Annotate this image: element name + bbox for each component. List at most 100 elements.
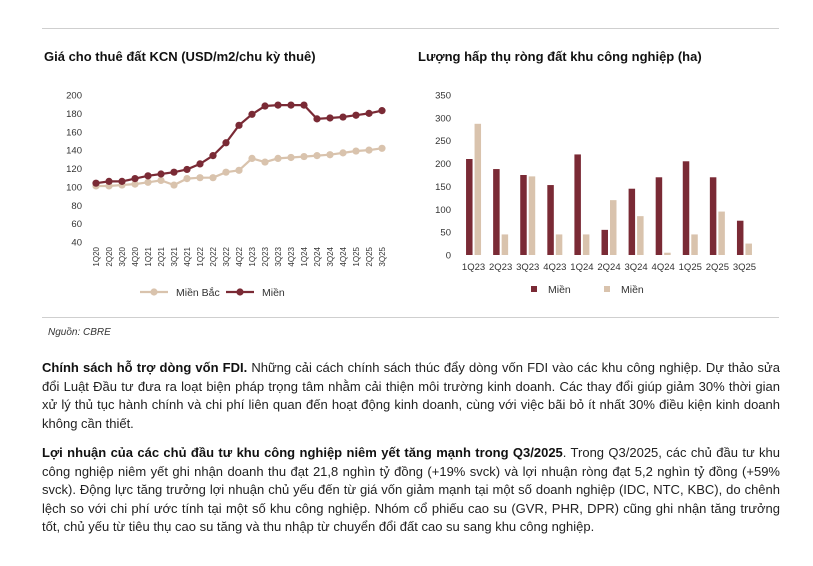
bar-dark bbox=[574, 154, 581, 255]
bar-light bbox=[718, 211, 725, 255]
bar-x-tick-label: 3Q24 bbox=[624, 262, 647, 273]
line-point bbox=[261, 158, 269, 166]
paragraph-fdi-heading: Chính sách hỗ trợ dòng vốn FDI. bbox=[42, 360, 248, 375]
line-x-tick-label: 2Q22 bbox=[209, 246, 218, 266]
bar-dark bbox=[520, 175, 527, 255]
bar-dark bbox=[466, 159, 473, 255]
line-y-tick-label: 140 bbox=[66, 146, 82, 157]
bar-legend-swatch bbox=[531, 286, 537, 292]
bar-x-tick-label: 3Q23 bbox=[516, 262, 539, 273]
bar-x-tick-label: 2Q25 bbox=[706, 262, 729, 273]
bar-y-tick-label: 350 bbox=[435, 91, 451, 102]
line-point bbox=[144, 178, 152, 186]
line-x-tick-label: 4Q21 bbox=[183, 246, 192, 266]
line-x-tick-label: 1Q21 bbox=[144, 246, 153, 266]
line-point bbox=[274, 154, 282, 162]
line-point bbox=[209, 174, 217, 182]
line-x-tick-label: 3Q24 bbox=[326, 246, 335, 266]
line-x-tick-label: 3Q25 bbox=[378, 246, 387, 266]
bar-legend-label: Miền bbox=[621, 284, 644, 296]
line-point bbox=[131, 180, 139, 188]
line-y-tick-label: 180 bbox=[66, 109, 82, 120]
line-legend-marker bbox=[150, 288, 158, 296]
line-x-tick-label: 1Q23 bbox=[248, 246, 257, 266]
line-x-tick-label: 3Q20 bbox=[118, 246, 127, 266]
line-x-tick-label: 1Q22 bbox=[196, 246, 205, 266]
line-point bbox=[92, 179, 100, 187]
line-y-tick-label: 200 bbox=[66, 91, 82, 102]
line-point bbox=[339, 113, 347, 121]
line-point bbox=[196, 174, 204, 182]
bar-x-tick-label: 3Q25 bbox=[733, 262, 756, 273]
line-legend-label: Miền Bắc bbox=[176, 286, 220, 299]
bar-light bbox=[637, 216, 644, 255]
line-x-tick-label: 1Q25 bbox=[352, 246, 361, 266]
line-point bbox=[105, 177, 113, 185]
bar-chart-title: Lượng hấp thụ ròng đất khu công nghiệp (… bbox=[418, 49, 702, 64]
bar-x-tick-label: 1Q24 bbox=[570, 262, 593, 273]
line-legend-label: Miền bbox=[262, 287, 285, 299]
bar-y-tick-label: 150 bbox=[435, 182, 451, 193]
bar-y-tick-label: 0 bbox=[446, 251, 451, 262]
bar-light bbox=[610, 200, 617, 255]
line-point bbox=[144, 172, 152, 180]
source-rule bbox=[42, 317, 779, 318]
bar-y-tick-label: 50 bbox=[440, 228, 451, 239]
source-note: Nguồn: CBRE bbox=[48, 327, 111, 338]
paragraph-profit: Lợi nhuận của các chủ đầu tư khu công ng… bbox=[42, 444, 780, 537]
bar-light bbox=[528, 176, 536, 255]
line-x-tick-label: 4Q24 bbox=[339, 246, 348, 266]
line-y-tick-label: 160 bbox=[66, 127, 82, 138]
line-x-tick-label: 4Q23 bbox=[287, 246, 296, 266]
bar-legend-label: Miền bbox=[548, 284, 571, 296]
line-point bbox=[352, 147, 360, 155]
line-point bbox=[118, 177, 126, 185]
line-point bbox=[183, 175, 191, 183]
bar-light bbox=[474, 123, 482, 255]
line-point bbox=[235, 166, 243, 174]
line-point bbox=[287, 153, 295, 162]
line-point bbox=[352, 111, 360, 119]
bar-dark bbox=[601, 229, 608, 255]
bar-light bbox=[691, 234, 698, 255]
paragraph-fdi-body: Những cải cách chính sách thúc đẩy dòng … bbox=[42, 360, 780, 431]
line-x-tick-label: 1Q20 bbox=[92, 246, 101, 266]
line-point bbox=[261, 102, 269, 110]
bar-x-tick-label: 2Q24 bbox=[597, 262, 620, 273]
line-x-tick-label: 2Q21 bbox=[157, 246, 166, 266]
bar-light bbox=[555, 234, 563, 255]
line-point bbox=[170, 168, 178, 176]
line-point bbox=[157, 170, 165, 178]
line-point bbox=[378, 107, 386, 115]
line-x-tick-label: 2Q25 bbox=[365, 246, 374, 266]
line-y-tick-label: 80 bbox=[71, 201, 82, 212]
line-point bbox=[157, 176, 165, 185]
line-y-tick-label: 40 bbox=[71, 238, 82, 249]
bar-y-tick-label: 100 bbox=[435, 205, 451, 216]
line-point bbox=[183, 165, 191, 174]
paragraph-profit-heading: Lợi nhuận của các chủ đầu tư khu công ng… bbox=[42, 445, 563, 460]
line-point bbox=[209, 152, 217, 160]
bar-dark bbox=[682, 161, 690, 255]
line-x-tick-label: 2Q20 bbox=[105, 246, 114, 266]
bar-light bbox=[582, 234, 590, 255]
line-point bbox=[313, 152, 321, 160]
paragraph-fdi: Chính sách hỗ trợ dòng vốn FDI. Những cả… bbox=[42, 359, 780, 433]
bar-y-tick-label: 200 bbox=[435, 159, 451, 170]
bar-dark bbox=[547, 185, 554, 255]
bar-dark bbox=[628, 188, 636, 255]
line-point bbox=[222, 139, 230, 147]
line-point bbox=[326, 151, 334, 159]
line-point bbox=[326, 114, 334, 122]
bar-light bbox=[664, 252, 671, 255]
bar-dark bbox=[736, 220, 744, 255]
line-x-tick-label: 1Q24 bbox=[300, 246, 309, 266]
line-point bbox=[300, 152, 308, 161]
line-x-tick-label: 3Q23 bbox=[274, 246, 283, 266]
line-point bbox=[170, 181, 178, 189]
bar-x-tick-label: 4Q23 bbox=[543, 262, 566, 273]
paragraph-profit-body: . Trong Q3/2025, các chủ đầu tư khu công… bbox=[42, 445, 780, 535]
line-point bbox=[300, 101, 308, 109]
line-point bbox=[365, 146, 373, 154]
line-point bbox=[196, 160, 204, 168]
